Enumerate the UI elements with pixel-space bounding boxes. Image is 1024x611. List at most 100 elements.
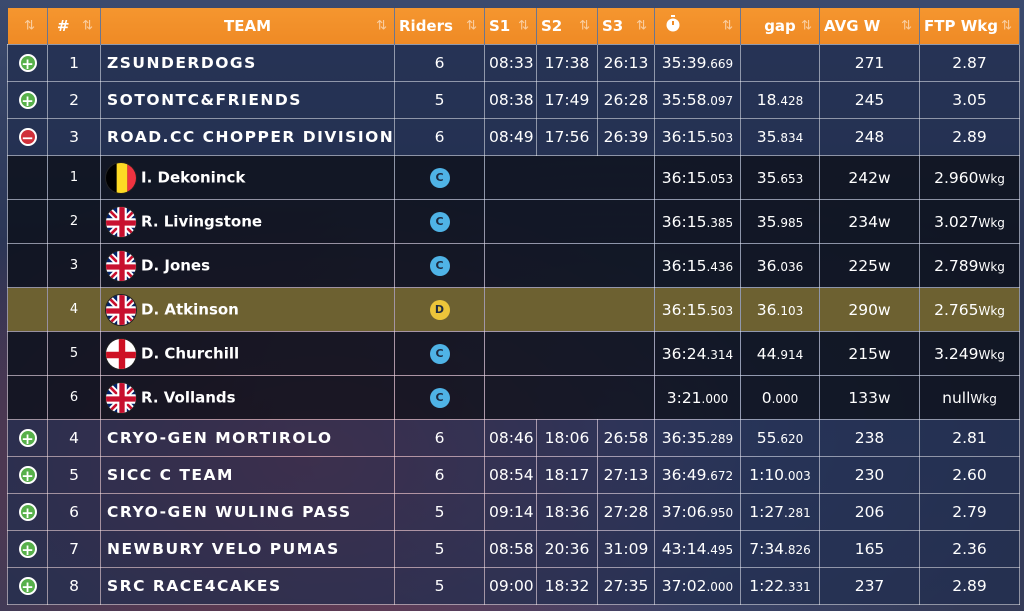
team-row[interactable]: + 6 CRYO-GEN WULING PASS 5 09:14 18:36 2…: [7, 493, 1020, 531]
team-row[interactable]: + 2 SOTONTC&FRIENDS 5 08:38 17:49 26:28 …: [7, 81, 1020, 119]
team-row[interactable]: + 8 SRC RACE4CAKES 5 09:00 18:32 27:35 3…: [7, 567, 1020, 605]
expand-toggle-icon[interactable]: +: [18, 503, 37, 522]
results-table: ⇅ # ⇅ TEAM ⇅ Riders ⇅ S1 ⇅ S2 ⇅ S3 ⇅ ⇅ gap ⇅ AV…: [7, 8, 1020, 605]
team-gap: 1:22.331: [740, 567, 820, 605]
team-row[interactable]: + 1 ZSUNDERDOGS 6 08:33 17:38 26:13 35:3…: [7, 44, 1020, 82]
rider-ftp: 2.789Wkg: [919, 243, 1020, 288]
team-time: 36:49.672: [654, 456, 741, 494]
team-s1: 08:46: [484, 419, 537, 457]
header-s2[interactable]: S2 ⇅: [536, 8, 598, 45]
rider-name: R. Vollands: [141, 388, 236, 406]
team-time: 36:35.289: [654, 419, 741, 457]
team-riders: 6: [394, 419, 485, 457]
team-rank: 3: [47, 118, 101, 156]
rider-splits-empty: [484, 199, 655, 244]
team-rank: 5: [47, 456, 101, 494]
team-ftp: 2.60: [919, 456, 1020, 494]
team-time: 35:39.669: [654, 44, 741, 82]
rider-row[interactable]: 1 I. Dekoninck C 36:15.053 35.653 242w 2…: [7, 155, 1020, 200]
team-row[interactable]: + 5 SICC C TEAM 6 08:54 18:17 27:13 36:4…: [7, 456, 1020, 494]
rider-gap: 35.985: [740, 199, 820, 244]
rider-time: 36:15.503: [654, 287, 741, 332]
team-rank: 4: [47, 419, 101, 457]
toggle-cell[interactable]: −: [7, 118, 48, 156]
team-s2: 18:32: [536, 567, 598, 605]
team-avg-w: 238: [819, 419, 920, 457]
toggle-cell[interactable]: +: [7, 419, 48, 457]
toggle-cell[interactable]: +: [7, 493, 48, 531]
header-s1[interactable]: S1 ⇅: [484, 8, 537, 45]
rider-blank-cell: [7, 155, 48, 200]
expand-toggle-icon[interactable]: +: [18, 91, 37, 110]
belgium-flag-icon: [105, 161, 137, 194]
header-gap[interactable]: gap ⇅: [740, 8, 820, 45]
rider-blank-cell: [7, 331, 48, 376]
expand-toggle-icon[interactable]: +: [18, 466, 37, 485]
team-s1: 09:14: [484, 493, 537, 531]
expand-toggle-icon[interactable]: +: [18, 429, 37, 448]
toggle-cell[interactable]: +: [7, 530, 48, 568]
team-name: SICC C TEAM: [100, 456, 395, 494]
rider-avg-w: 234w: [819, 199, 920, 244]
toggle-cell[interactable]: +: [7, 81, 48, 119]
expand-toggle-icon[interactable]: −: [18, 128, 37, 147]
sort-icon: ⇅: [901, 18, 912, 34]
rider-row[interactable]: 2 R. Livingstone C 36:15.385 35.985 234w…: [7, 199, 1020, 244]
header-s3[interactable]: S3 ⇅: [597, 8, 655, 45]
header-ftp-wkg[interactable]: FTP Wkg ⇅: [919, 8, 1020, 45]
rider-name: D. Churchill: [141, 344, 240, 362]
category-badge: C: [429, 388, 450, 408]
expand-toggle-icon[interactable]: +: [18, 54, 37, 73]
header-rank[interactable]: # ⇅: [47, 8, 101, 45]
header-row: ⇅ # ⇅ TEAM ⇅ Riders ⇅ S1 ⇅ S2 ⇅ S3 ⇅ ⇅ gap ⇅ AV…: [7, 8, 1020, 45]
rider-avg-w: 242w: [819, 155, 920, 200]
team-row[interactable]: + 7 NEWBURY VELO PUMAS 5 08:58 20:36 31:…: [7, 530, 1020, 568]
header-avg-w[interactable]: AVG W ⇅: [819, 8, 920, 45]
toggle-cell[interactable]: +: [7, 456, 48, 494]
header-expand[interactable]: ⇅: [7, 8, 48, 45]
rider-name: D. Jones: [141, 256, 211, 274]
team-gap: [740, 44, 820, 82]
rider-splits-empty: [484, 243, 655, 288]
header-team[interactable]: TEAM ⇅: [100, 8, 395, 45]
uk-flag-icon: [105, 381, 137, 414]
team-gap: 1:27.281: [740, 493, 820, 531]
team-row[interactable]: − 3 ROAD.CC CHOPPER DIVISION 6 08:49 17:…: [7, 118, 1020, 156]
sort-icon: ⇅: [801, 18, 812, 34]
rider-row[interactable]: 4 D. Atkinson D 36:15.503 36.103 290w 2.…: [7, 287, 1020, 332]
rider-row[interactable]: 3 D. Jones C 36:15.436 36.036 225w 2.789…: [7, 243, 1020, 288]
category-badge: C: [429, 168, 450, 188]
rider-position: 6: [47, 375, 101, 420]
toggle-cell[interactable]: +: [7, 44, 48, 82]
team-time: 36:15.503: [654, 118, 741, 156]
rider-splits-empty: [484, 331, 655, 376]
team-s3: 27:13: [597, 456, 655, 494]
rider-ftp: 2.960Wkg: [919, 155, 1020, 200]
team-name: CRYO-GEN WULING PASS: [100, 493, 395, 531]
rider-category: C: [394, 331, 485, 376]
sort-icon: ⇅: [518, 18, 529, 34]
rider-row[interactable]: 5 D. Churchill C 36:24.314 44.914 215w 3…: [7, 331, 1020, 376]
toggle-cell[interactable]: +: [7, 567, 48, 605]
header-time[interactable]: ⇅: [654, 8, 741, 45]
team-rank: 6: [47, 493, 101, 531]
sort-icon: ⇅: [636, 18, 647, 34]
team-gap: 1:10.003: [740, 456, 820, 494]
rider-name-cell: D. Churchill: [100, 331, 395, 376]
header-riders[interactable]: Riders ⇅: [394, 8, 485, 45]
expand-toggle-icon[interactable]: +: [18, 577, 37, 596]
team-row[interactable]: + 4 CRYO-GEN MORTIROLO 6 08:46 18:06 26:…: [7, 419, 1020, 457]
rider-time: 36:24.314: [654, 331, 741, 376]
team-s3: 27:35: [597, 567, 655, 605]
team-riders: 6: [394, 456, 485, 494]
expand-toggle-icon[interactable]: +: [18, 540, 37, 559]
rider-name: R. Livingstone: [141, 212, 263, 230]
team-ftp: 2.89: [919, 567, 1020, 605]
rider-row[interactable]: 6 R. Vollands C 3:21.000 0.000 133w null…: [7, 375, 1020, 420]
team-name: SRC RACE4CAKES: [100, 567, 395, 605]
category-badge: C: [429, 344, 450, 364]
team-avg-w: 248: [819, 118, 920, 156]
team-time: 35:58.097: [654, 81, 741, 119]
team-avg-w: 165: [819, 530, 920, 568]
rider-name-cell: D. Atkinson: [100, 287, 395, 332]
